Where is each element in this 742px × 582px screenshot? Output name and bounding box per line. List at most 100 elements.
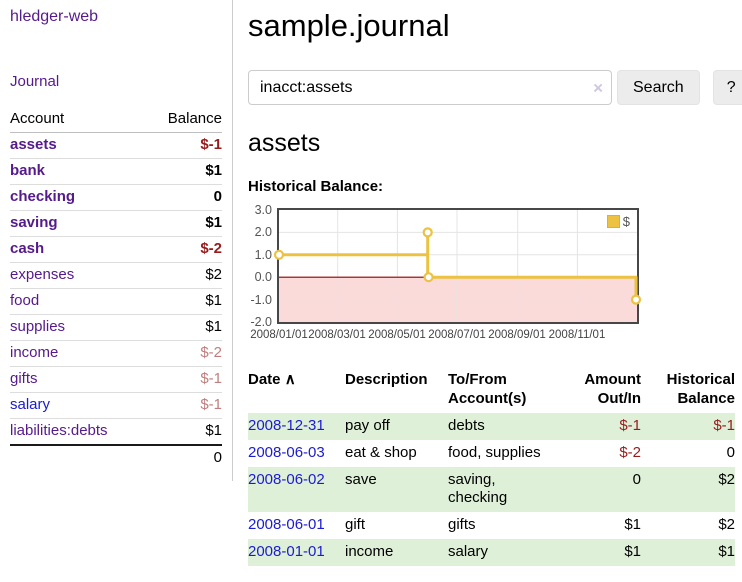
app-layout: hledger-web Journal Account Balance asse… bbox=[0, 0, 742, 566]
x-axis-tick: 2008/07/01 bbox=[428, 329, 486, 341]
transaction-row: 2008-06-02 save saving, checking 0 $2 bbox=[248, 467, 735, 512]
account-balance: $2 bbox=[146, 262, 222, 289]
transaction-date-link[interactable]: 2008-06-03 bbox=[248, 444, 325, 461]
transaction-balance: 0 bbox=[726, 444, 735, 461]
transaction-description: eat & shop bbox=[345, 444, 417, 461]
clear-search-icon[interactable]: × bbox=[593, 78, 603, 97]
transaction-row: 2008-12-31 pay off debts $-1 $-1 bbox=[248, 413, 735, 440]
accounts-header-account: Account bbox=[10, 106, 147, 133]
account-balance: $-2 bbox=[146, 236, 222, 263]
account-balance: $-1 bbox=[200, 136, 222, 153]
transaction-description: save bbox=[345, 471, 377, 488]
account-balance: $1 bbox=[146, 418, 222, 445]
register-header-row: Date ∧ Description To/From Account(s) Am… bbox=[248, 366, 735, 413]
app-title-link[interactable]: hledger-web bbox=[10, 8, 99, 25]
accounts-total-value: 0 bbox=[146, 444, 222, 471]
accounts-table: Account Balance assets $-1 bank $1 check… bbox=[10, 106, 222, 471]
account-row: assets $-1 bbox=[10, 133, 222, 159]
register-header-tofrom: To/From Account(s) bbox=[448, 371, 527, 407]
transaction-amount: $1 bbox=[624, 516, 641, 533]
account-link-food[interactable]: food bbox=[10, 292, 40, 309]
register-header-description: Description bbox=[345, 371, 428, 388]
search-button[interactable]: Search bbox=[617, 70, 700, 105]
search-input-wrap: × bbox=[248, 70, 612, 105]
main-content: sample.journal × Search ? assets Histori… bbox=[233, 0, 742, 566]
account-link-gifts[interactable]: gifts bbox=[10, 370, 38, 387]
account-balance: $-1 bbox=[146, 366, 222, 393]
transaction-row: 2008-01-01 income salary $1 $1 bbox=[248, 539, 735, 566]
transaction-balance: $2 bbox=[718, 516, 735, 533]
transaction-amount: 0 bbox=[632, 471, 641, 488]
app-title: hledger-web bbox=[10, 8, 222, 26]
account-balance: $-1 bbox=[146, 392, 222, 419]
transaction-amount: $-1 bbox=[619, 417, 641, 434]
chart-plot-area: $ bbox=[273, 208, 642, 324]
account-balance: $1 bbox=[146, 210, 222, 237]
account-link-saving[interactable]: saving bbox=[10, 214, 58, 231]
account-row: supplies $1 bbox=[10, 314, 222, 341]
transaction-amount: $-2 bbox=[619, 444, 641, 461]
y-axis-tick: 2.0 bbox=[254, 225, 272, 239]
account-heading: assets bbox=[248, 129, 321, 157]
account-link-supplies[interactable]: supplies bbox=[10, 318, 66, 335]
transaction-row: 2008-06-03 eat & shop food, supplies $-2… bbox=[248, 440, 735, 467]
y-axis-tick: -1.0 bbox=[250, 293, 272, 307]
account-row: saving $1 bbox=[10, 210, 222, 237]
accounts-header-row: Account Balance bbox=[10, 106, 222, 133]
transaction-date-link[interactable]: 2008-06-02 bbox=[248, 471, 325, 488]
account-link-income[interactable]: income bbox=[10, 344, 59, 361]
account-balance: $1 bbox=[146, 158, 222, 185]
account-row: food $1 bbox=[10, 288, 222, 315]
account-row: checking 0 bbox=[10, 184, 222, 211]
register-header-amount: Amount Out/In bbox=[584, 371, 641, 407]
x-axis-tick: 2008/05/01 bbox=[368, 329, 426, 341]
account-row: liabilities:debts $1 bbox=[10, 418, 222, 445]
x-axis-tick: 2008/03/01 bbox=[308, 329, 366, 341]
account-row: gifts $-1 bbox=[10, 366, 222, 393]
transaction-balance: $1 bbox=[718, 543, 735, 560]
transaction-tofrom: saving, checking bbox=[448, 471, 508, 506]
y-axis-tick: 0.0 bbox=[254, 270, 272, 284]
transaction-tofrom: food, supplies bbox=[448, 444, 541, 461]
search-form: × Search ? bbox=[248, 70, 742, 105]
account-link-cash[interactable]: cash bbox=[10, 240, 45, 257]
chart-label: Historical Balance: bbox=[248, 178, 384, 195]
chart-svg bbox=[273, 210, 642, 322]
legend-label: $ bbox=[622, 214, 630, 229]
accounts-header-balance: Balance bbox=[146, 106, 222, 133]
account-link-liabilities-debts[interactable]: liabilities:debts bbox=[10, 422, 108, 439]
transaction-date-link[interactable]: 2008-12-31 bbox=[248, 417, 325, 434]
register-header-date[interactable]: Date ∧ bbox=[248, 366, 345, 413]
transaction-date-link[interactable]: 2008-06-01 bbox=[248, 516, 325, 533]
account-link-salary[interactable]: salary bbox=[10, 396, 51, 413]
sidebar: hledger-web Journal Account Balance asse… bbox=[0, 0, 233, 481]
account-balance: $-2 bbox=[146, 340, 222, 367]
transaction-tofrom: gifts bbox=[448, 516, 476, 533]
transaction-description: gift bbox=[345, 516, 366, 533]
transaction-description: pay off bbox=[345, 417, 390, 434]
register-header-balance: Historical Balance bbox=[666, 371, 735, 407]
sort-ascending-icon: ∧ bbox=[284, 371, 296, 388]
account-link-expenses[interactable]: expenses bbox=[10, 266, 75, 283]
account-link-assets[interactable]: assets bbox=[10, 136, 57, 153]
x-axis-tick: 2008/01/01 bbox=[250, 329, 308, 341]
search-input[interactable] bbox=[248, 70, 612, 105]
account-balance: 0 bbox=[146, 184, 222, 211]
x-axis-tick: 2008/11/01 bbox=[548, 329, 606, 341]
account-link-bank[interactable]: bank bbox=[10, 162, 46, 179]
y-axis-tick: 3.0 bbox=[254, 203, 272, 217]
date-header-label: Date bbox=[248, 371, 281, 388]
transaction-amount: $1 bbox=[624, 543, 641, 560]
y-axis-tick: 1.0 bbox=[254, 248, 272, 262]
gridlines bbox=[279, 210, 637, 322]
account-row: bank $1 bbox=[10, 158, 222, 185]
transaction-description: income bbox=[345, 543, 394, 560]
transaction-date-link[interactable]: 2008-01-01 bbox=[248, 543, 325, 560]
register-table: Date ∧ Description To/From Account(s) Am… bbox=[248, 366, 735, 566]
help-button[interactable]: ? bbox=[712, 70, 742, 105]
account-row: expenses $2 bbox=[10, 262, 222, 289]
account-link-checking[interactable]: checking bbox=[10, 188, 76, 205]
account-row: salary $-1 bbox=[10, 392, 222, 419]
journal-link[interactable]: Journal bbox=[10, 73, 60, 90]
chart-legend: $ bbox=[606, 214, 630, 229]
